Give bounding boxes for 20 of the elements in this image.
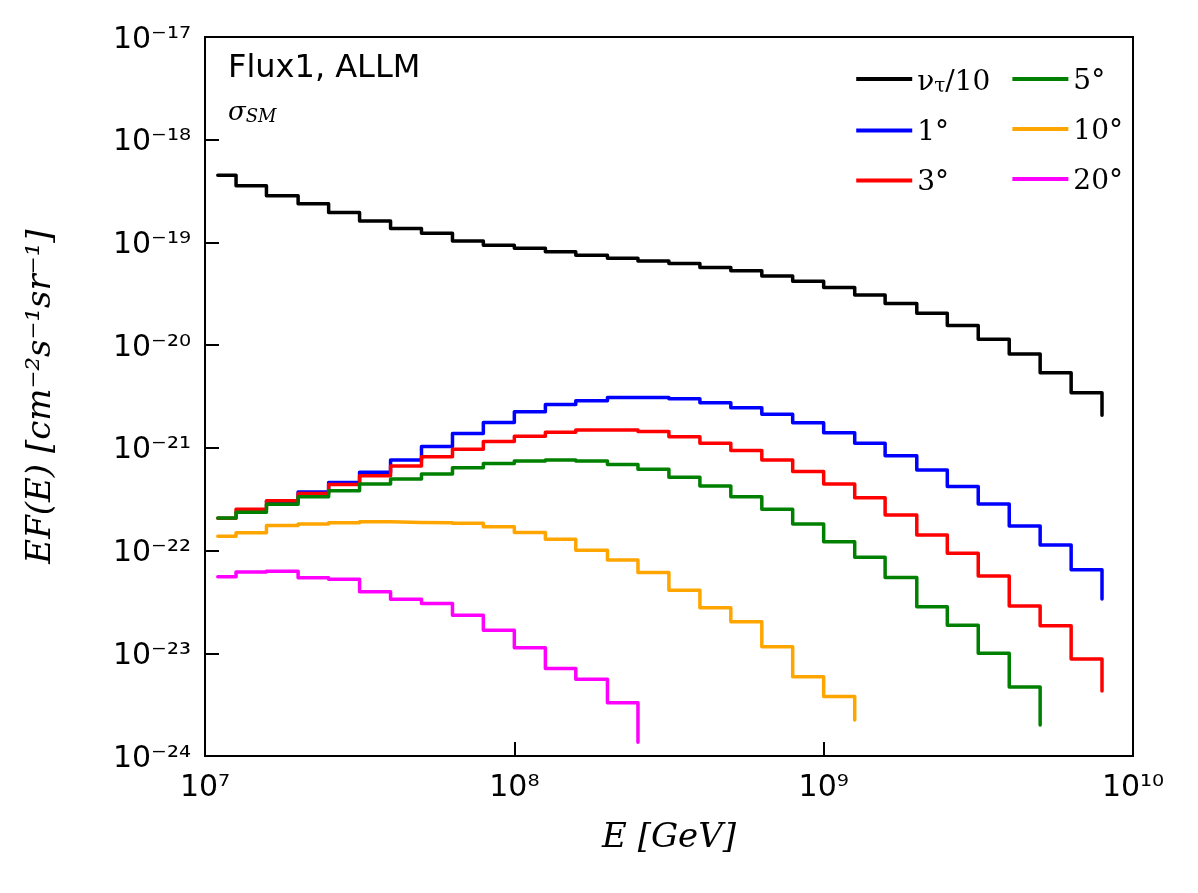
y-tick-label: 10⁻¹⁸ (112, 122, 191, 158)
legend-label: ντ/10 (917, 64, 991, 97)
legend-label: 5° (1073, 62, 1106, 96)
legend-label: 3° (917, 164, 950, 197)
y-tick-label: 10⁻¹⁹ (112, 224, 191, 260)
x-axis-title: E [GeV] (601, 815, 737, 855)
legend-label: 10° (1073, 112, 1124, 146)
y-tick-label: 10⁻²³ (112, 635, 191, 671)
x-tick-label: 10⁸ (489, 767, 540, 803)
legend-label: 1° (917, 114, 950, 147)
x-tick-label: 10⁹ (798, 767, 849, 803)
y-tick-label: 10⁻²¹ (112, 430, 191, 466)
annotation: Flux1, ALLM (228, 47, 421, 85)
y-tick-label: 10⁻¹⁷ (112, 19, 191, 55)
y-axis-title: EF(E) [cm⁻²s⁻¹sr⁻¹] (18, 228, 58, 565)
x-tick-label: 10¹⁰ (1101, 767, 1165, 803)
y-tick-label: 10⁻²⁰ (112, 327, 191, 363)
legend-label: 20° (1073, 162, 1124, 196)
y-tick-label: 10⁻²² (112, 533, 191, 569)
annotation: σSM (228, 96, 278, 126)
